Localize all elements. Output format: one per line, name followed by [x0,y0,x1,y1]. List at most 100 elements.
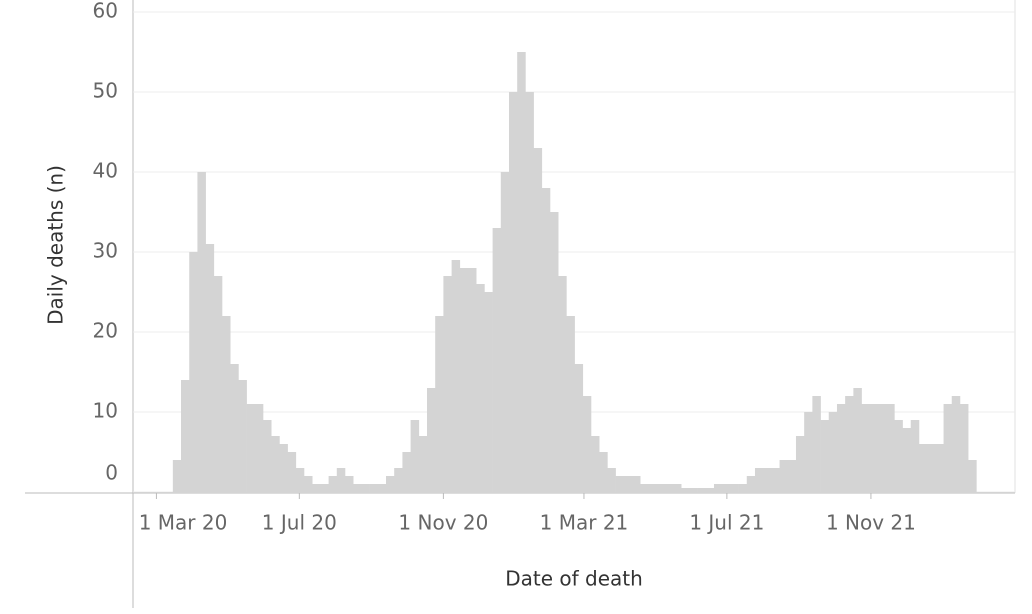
x-tick-label: 1 Jul 21 [689,511,764,535]
bar [574,364,584,492]
bar [287,452,297,492]
bar [927,444,936,492]
bar [722,484,731,492]
bar [590,436,600,492]
bar [672,484,682,492]
bar [623,476,633,492]
bar [689,488,698,492]
bar [500,172,510,492]
bar [427,388,436,492]
bar [213,276,223,492]
bar [705,488,715,492]
bar [615,476,625,492]
bar [402,452,411,492]
bar [968,460,977,492]
bar [246,404,256,492]
bar [763,468,772,492]
bar [845,396,854,492]
bar [279,444,288,492]
bar [959,404,969,492]
bar [263,420,272,492]
bar [443,276,452,492]
bar [894,420,903,492]
bar [320,484,329,492]
bar [386,476,395,492]
bar [476,284,485,492]
y-tick-label: 60 [93,0,118,23]
y-tick-label: 10 [93,399,118,423]
x-tick-label: 1 Jul 20 [262,511,337,535]
y-tick-label: 30 [93,239,118,263]
bar [410,420,420,492]
y-tick-label: 0 [105,461,118,485]
bar [328,476,338,492]
x-tick-label: 1 Mar 21 [540,511,629,535]
bar [181,380,190,492]
bar [910,420,920,492]
bar [754,468,764,492]
bar [517,52,526,492]
bar [566,316,575,492]
bar [189,252,198,492]
bar [787,460,797,492]
bar [394,468,403,492]
bar [656,484,666,492]
bar [746,476,756,492]
bar [820,420,830,492]
bar [484,292,493,492]
bar [886,404,895,492]
bar [771,468,780,492]
bar [533,148,543,492]
bar [795,436,805,492]
bar [197,172,206,492]
bar [828,412,838,492]
bar [804,412,813,492]
bar [681,488,690,492]
bar [902,428,912,492]
bar [599,452,608,492]
bar [877,404,887,492]
bar [345,476,354,492]
bar [369,484,379,492]
bar [230,364,239,492]
bar [730,484,739,492]
bar [353,484,362,492]
bar [738,484,748,492]
bar [238,380,247,492]
bar [869,404,879,492]
bar [451,260,461,492]
x-tick-label: 1 Nov 20 [398,511,488,535]
bar [943,404,953,492]
bar [640,484,649,492]
bar [664,484,674,492]
bar [779,460,789,492]
bar [558,276,567,492]
bar [467,268,477,492]
bar [361,484,370,492]
bar [918,444,928,492]
bar [935,444,944,492]
bar [812,396,821,492]
bar [418,436,428,492]
bar [172,460,182,492]
bar [377,484,387,492]
bar [549,212,559,492]
bar [525,92,534,492]
bar [853,388,862,492]
bar [861,404,871,492]
bar [836,404,846,492]
y-tick-label: 50 [93,79,118,103]
bar [459,268,469,492]
bar [222,316,231,492]
bar [541,188,551,492]
x-tick-label: 1 Nov 21 [826,511,916,535]
bar [295,468,305,492]
bar [312,484,321,492]
x-tick-label: 1 Mar 20 [139,511,228,535]
bar [492,228,502,492]
bar [697,488,707,492]
bar [951,396,961,492]
bar [508,92,518,492]
x-axis-title: Date of death [505,567,643,591]
